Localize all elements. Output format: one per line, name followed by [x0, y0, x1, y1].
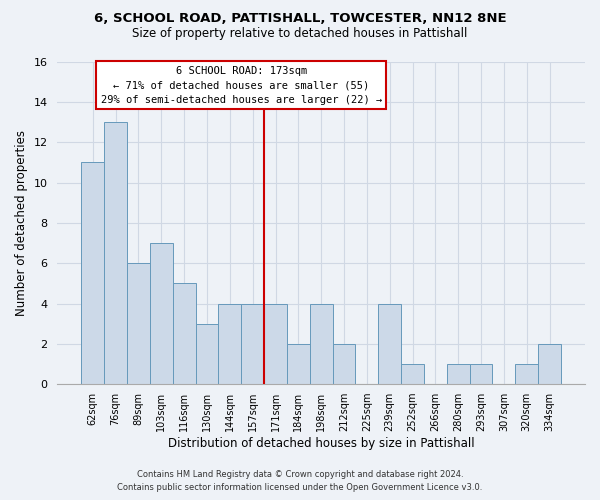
Bar	[150, 243, 173, 384]
Bar	[538, 344, 561, 385]
Y-axis label: Number of detached properties: Number of detached properties	[15, 130, 28, 316]
Bar	[173, 284, 196, 384]
Bar	[82, 162, 104, 384]
Text: Contains HM Land Registry data © Crown copyright and database right 2024.
Contai: Contains HM Land Registry data © Crown c…	[118, 470, 482, 492]
Text: Size of property relative to detached houses in Pattishall: Size of property relative to detached ho…	[133, 28, 467, 40]
X-axis label: Distribution of detached houses by size in Pattishall: Distribution of detached houses by size …	[168, 437, 475, 450]
Bar	[196, 324, 218, 384]
Bar	[104, 122, 127, 384]
Bar	[218, 304, 241, 384]
Bar	[287, 344, 310, 385]
Bar	[447, 364, 470, 384]
Bar	[470, 364, 493, 384]
Bar	[127, 264, 150, 384]
Bar	[241, 304, 264, 384]
Text: 6 SCHOOL ROAD: 173sqm
← 71% of detached houses are smaller (55)
29% of semi-deta: 6 SCHOOL ROAD: 173sqm ← 71% of detached …	[101, 66, 382, 105]
Bar	[515, 364, 538, 384]
Bar	[310, 304, 332, 384]
Bar	[264, 304, 287, 384]
Bar	[401, 364, 424, 384]
Bar	[379, 304, 401, 384]
Bar	[332, 344, 355, 385]
Text: 6, SCHOOL ROAD, PATTISHALL, TOWCESTER, NN12 8NE: 6, SCHOOL ROAD, PATTISHALL, TOWCESTER, N…	[94, 12, 506, 26]
